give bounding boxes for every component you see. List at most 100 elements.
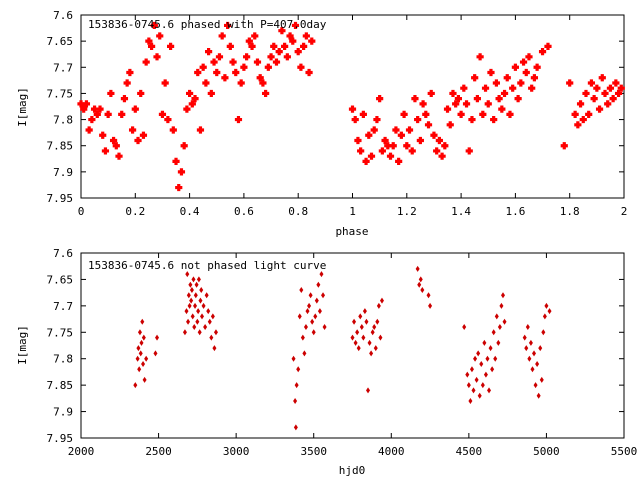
phased-chart-point — [566, 79, 574, 87]
phased-chart-point — [191, 95, 199, 103]
phased-chart-point — [606, 84, 615, 92]
phased-chart-point — [530, 74, 539, 82]
light-curve-chart-point — [499, 302, 504, 309]
phased-chart-point — [414, 115, 422, 124]
phased-chart-point — [294, 48, 302, 56]
light-curve-chart-point — [362, 308, 367, 315]
phased-chart-point — [93, 110, 101, 118]
light-curve-chart-xtick-label: 2000 — [68, 445, 95, 458]
phased-chart-point — [411, 95, 419, 103]
light-curve-chart-xtick-label: 3000 — [223, 445, 250, 458]
phased-chart-point — [120, 95, 129, 103]
light-curve-chart-xtick-label: 4500 — [456, 445, 483, 458]
phased-chart-point — [234, 115, 243, 124]
light-curve-chart-point — [367, 339, 372, 346]
phased-chart-point — [226, 42, 234, 50]
light-curve-chart-point — [198, 297, 203, 304]
light-curve-chart-point — [207, 318, 212, 325]
light-curve-chart-point — [199, 287, 204, 293]
phased-chart-point — [218, 32, 226, 40]
phased-chart-point — [104, 110, 112, 118]
phased-chart-point — [484, 100, 492, 108]
phased-chart-point — [267, 53, 275, 61]
light-curve-chart-point — [415, 265, 420, 272]
phased-chart-point — [213, 68, 221, 77]
light-curve-chart-point — [353, 339, 358, 346]
phased-chart-point — [471, 74, 479, 82]
phased-chart-point — [357, 147, 365, 155]
light-curve-chart-point — [379, 297, 384, 304]
light-curve-chart-point — [300, 334, 305, 341]
phased-chart-point — [137, 89, 145, 98]
light-curve-chart-point — [466, 382, 471, 389]
light-curve-chart-point — [294, 382, 299, 389]
phased-chart-point — [305, 68, 313, 77]
phased-chart-point — [210, 58, 218, 66]
light-curve-chart-point — [528, 339, 533, 346]
light-curve-chart-point — [206, 308, 211, 315]
phased-chart-point — [224, 21, 232, 30]
phased-chart-point — [232, 68, 240, 77]
phased-chart-point — [381, 136, 389, 145]
light-curve-chart-point — [485, 355, 490, 362]
phased-chart-xtick-label: 1.4 — [451, 205, 471, 218]
light-curve-chart-point — [356, 345, 361, 352]
light-curve-chart-point — [375, 318, 380, 325]
light-curve-chart-point — [491, 329, 496, 336]
light-curve-chart-xtick-label: 2500 — [145, 445, 172, 458]
phased-chart-point — [462, 100, 471, 108]
phased-chart-point — [422, 110, 430, 118]
phased-chart-point — [82, 100, 91, 108]
light-curve-chart-ytick-label: 7.85 — [47, 379, 74, 392]
light-curve-chart-point — [204, 292, 209, 299]
light-curve-chart-point — [212, 345, 217, 352]
phased-chart-point — [405, 126, 414, 134]
phased-chart-point — [109, 136, 118, 145]
phased-chart-point — [166, 42, 175, 50]
phased-chart-point — [533, 63, 541, 71]
phased-chart-point — [107, 89, 115, 98]
phased-chart-point — [302, 32, 310, 40]
light-curve-chart-point — [469, 366, 474, 373]
phased-chart-point — [506, 110, 514, 118]
light-curve-chart-point — [196, 308, 201, 315]
light-curve-chart-point — [316, 281, 321, 288]
phased-chart-point — [446, 121, 454, 129]
phased-chart-point — [452, 100, 460, 108]
light-curve-chart-point — [311, 329, 316, 336]
light-curve-chart-point — [465, 371, 470, 378]
phased-chart-point — [85, 126, 93, 134]
light-curve-chart-point — [293, 398, 298, 404]
light-curve-chart-ticks: 2000 2500 3000 3500 4000 4500 5000 5500 7.6 7.65 7… — [47, 247, 638, 458]
phased-chart-point — [99, 131, 107, 139]
light-curve-chart-point — [192, 324, 197, 330]
phased-chart-point — [101, 147, 110, 155]
phased-chart-point — [128, 126, 137, 134]
phased-chart-point — [183, 105, 191, 113]
phased-chart-ytick-label: 7.6 — [53, 9, 73, 22]
light-curve-chart-point — [291, 355, 296, 362]
light-curve-chart-point — [369, 350, 374, 357]
phased-chart-point — [354, 136, 362, 145]
phased-chart-point — [441, 142, 449, 150]
phased-chart-point — [145, 37, 153, 45]
phased-chart-point — [275, 48, 283, 56]
phased-chart-point — [262, 89, 270, 98]
phased-chart-point — [408, 147, 416, 155]
phased-chart-point — [560, 142, 568, 150]
phased-chart-xtick-label: 0.2 — [125, 205, 145, 218]
light-curve-chart-point — [293, 424, 298, 431]
light-curve-chart-ytick-label: 7.95 — [47, 432, 74, 445]
light-curve-chart-point — [210, 313, 215, 320]
light-curve-chart-point — [203, 324, 208, 330]
phased-chart-point — [386, 152, 395, 160]
light-curve-chart-point — [308, 292, 313, 299]
phased-chart-point — [278, 27, 286, 35]
phased-chart-point — [601, 89, 609, 98]
light-curve-chart-point — [310, 318, 315, 325]
phased-chart-xtick-label: 0 — [78, 205, 85, 218]
phased-chart-point — [468, 115, 476, 124]
phased-chart-point — [164, 115, 172, 124]
